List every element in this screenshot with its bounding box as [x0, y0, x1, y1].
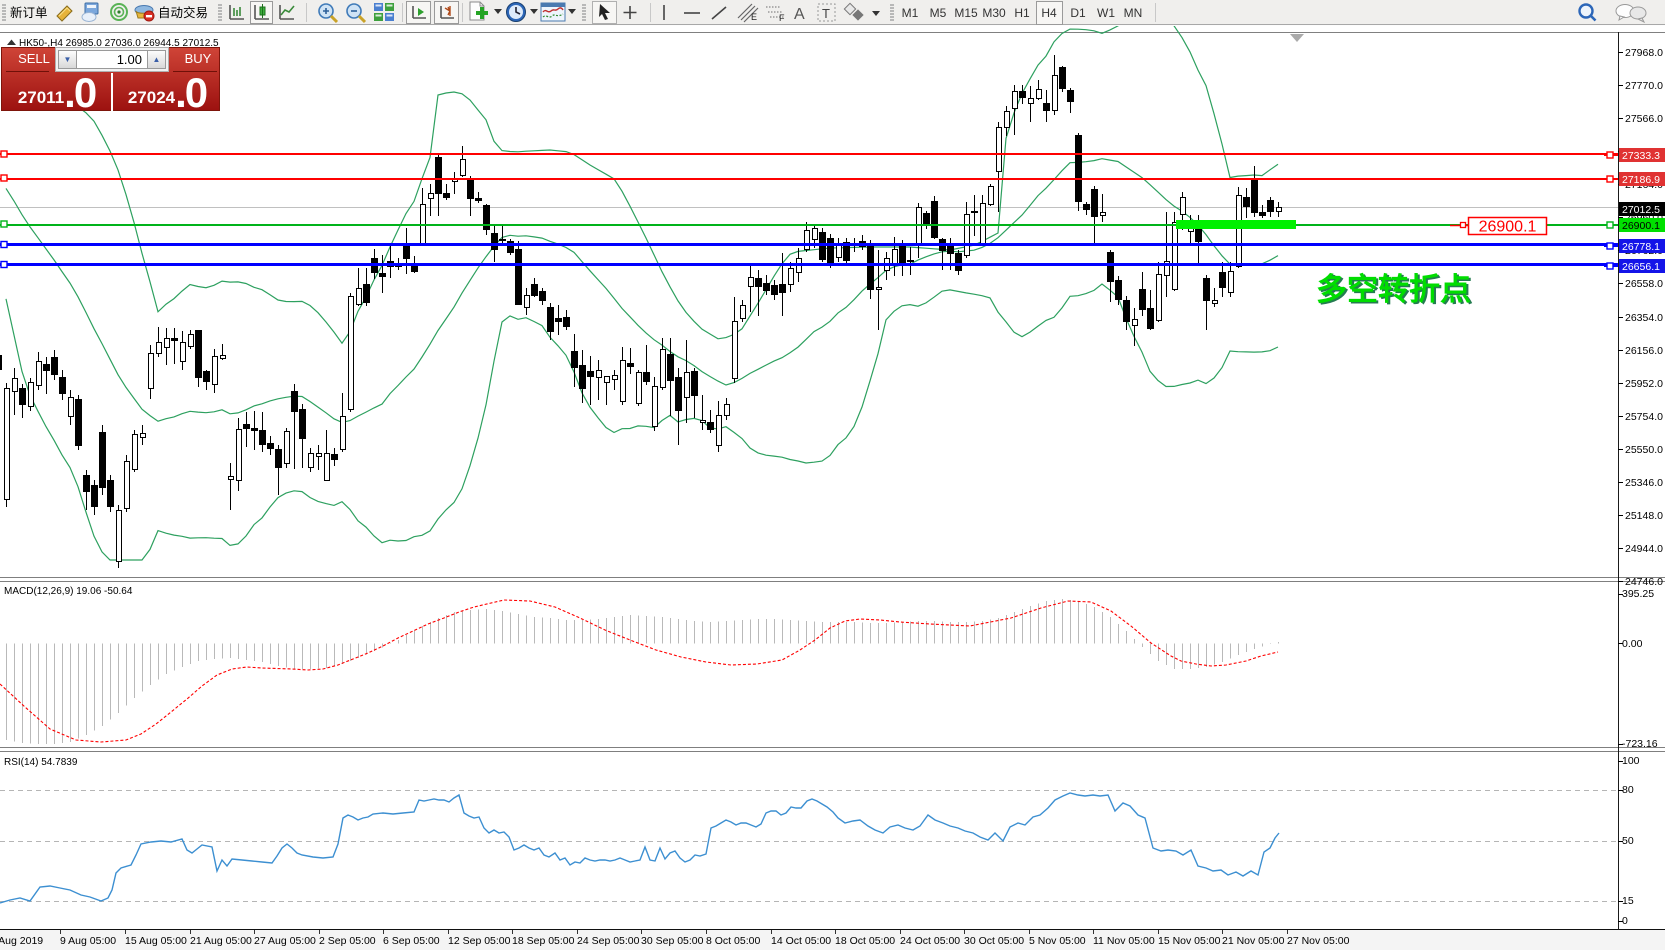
svg-text:26354.0: 26354.0 — [1625, 312, 1663, 324]
svg-text:15 Nov 05:00: 15 Nov 05:00 — [1158, 935, 1221, 947]
svg-text:395.25: 395.25 — [1622, 588, 1654, 600]
svg-text:24944.0: 24944.0 — [1625, 543, 1663, 555]
svg-text:14 Oct 05:00: 14 Oct 05:00 — [771, 935, 831, 947]
svg-text:21 Nov 05:00: 21 Nov 05:00 — [1222, 935, 1285, 947]
svg-text:5 Nov 05:00: 5 Nov 05:00 — [1029, 935, 1086, 947]
svg-text:27012.5: 27012.5 — [1622, 204, 1660, 216]
svg-text:18 Sep 05:00: 18 Sep 05:00 — [512, 935, 575, 947]
svg-text:24 Oct 05:00: 24 Oct 05:00 — [900, 935, 960, 947]
svg-text:27770.0: 27770.0 — [1625, 80, 1663, 92]
svg-text:15 Aug 05:00: 15 Aug 05:00 — [125, 935, 187, 947]
svg-text:M15: M15 — [954, 6, 978, 20]
svg-text:100: 100 — [1622, 755, 1640, 767]
svg-text:27186.9: 27186.9 — [1622, 174, 1660, 186]
svg-text:-723.16: -723.16 — [1622, 738, 1658, 750]
svg-text:9 Aug 05:00: 9 Aug 05:00 — [60, 935, 116, 947]
svg-text:0.00: 0.00 — [1622, 638, 1643, 650]
svg-text:多空转折点: 多空转折点 — [1318, 274, 1473, 309]
svg-text:H1: H1 — [1014, 6, 1030, 20]
svg-text:11 Nov 05:00: 11 Nov 05:00 — [1093, 935, 1155, 947]
svg-text:26778.1: 26778.1 — [1622, 241, 1660, 253]
svg-text:26900.1: 26900.1 — [1622, 220, 1660, 232]
svg-text:多空转折点: 多空转折点 — [1316, 272, 1471, 307]
svg-text:26156.0: 26156.0 — [1625, 345, 1663, 357]
svg-text:25148.0: 25148.0 — [1625, 510, 1663, 522]
svg-text:RSI(14) 54.7839: RSI(14) 54.7839 — [4, 757, 78, 768]
svg-text:8 Oct 05:00: 8 Oct 05:00 — [706, 935, 760, 947]
svg-text:25346.0: 25346.0 — [1625, 477, 1663, 489]
svg-text:25754.0: 25754.0 — [1625, 411, 1663, 423]
svg-text:26900.1: 26900.1 — [1479, 219, 1537, 236]
svg-text:27 Aug 05:00: 27 Aug 05:00 — [254, 935, 316, 947]
svg-text:6 Sep 05:00: 6 Sep 05:00 — [383, 935, 440, 947]
svg-text:A: A — [794, 6, 805, 23]
svg-text:25952.0: 25952.0 — [1625, 378, 1663, 390]
svg-text:80: 80 — [1622, 784, 1634, 796]
svg-text:M30: M30 — [982, 6, 1006, 20]
svg-text:T: T — [822, 6, 830, 21]
svg-text:F: F — [779, 13, 785, 23]
svg-text:W1: W1 — [1097, 6, 1115, 20]
svg-text:15: 15 — [1622, 895, 1634, 907]
svg-text:27333.3: 27333.3 — [1622, 150, 1660, 162]
svg-text:MN: MN — [1124, 6, 1143, 20]
svg-text:0: 0 — [1622, 915, 1628, 927]
svg-text:24746.0: 24746.0 — [1625, 576, 1663, 588]
svg-text:21 Aug 05:00: 21 Aug 05:00 — [190, 935, 252, 947]
svg-text:M5: M5 — [930, 6, 947, 20]
svg-text:D1: D1 — [1070, 6, 1086, 20]
svg-text:50: 50 — [1622, 835, 1634, 847]
svg-text:26558.0: 26558.0 — [1625, 278, 1663, 290]
svg-text:30 Oct 05:00: 30 Oct 05:00 — [964, 935, 1024, 947]
svg-text:27 Nov 05:00: 27 Nov 05:00 — [1287, 935, 1350, 947]
svg-text:MACD(12,26,9) 19.06 -50.64: MACD(12,26,9) 19.06 -50.64 — [4, 586, 133, 597]
svg-text:H4: H4 — [1041, 6, 1057, 20]
svg-text:18 Oct 05:00: 18 Oct 05:00 — [835, 935, 895, 947]
svg-text:27968.0: 27968.0 — [1625, 47, 1663, 59]
svg-text:25550.0: 25550.0 — [1625, 444, 1663, 456]
svg-text:27566.0: 27566.0 — [1625, 113, 1663, 125]
svg-text:M1: M1 — [902, 6, 919, 20]
svg-text:5 Aug 2019: 5 Aug 2019 — [0, 935, 43, 947]
svg-text:12 Sep 05:00: 12 Sep 05:00 — [448, 935, 511, 947]
svg-text:自动交易: 自动交易 — [158, 5, 208, 20]
svg-text:HK50-,H4 26985.0 27036.0 2694: HK50-,H4 26985.0 27036.0 26944.5 27012.5 — [19, 38, 219, 49]
svg-text:30 Sep 05:00: 30 Sep 05:00 — [641, 935, 704, 947]
svg-text:26656.1: 26656.1 — [1622, 261, 1660, 273]
svg-text:24 Sep 05:00: 24 Sep 05:00 — [577, 935, 640, 947]
svg-text:新订单: 新订单 — [10, 5, 48, 20]
svg-text:E: E — [751, 12, 757, 22]
svg-text:2 Sep 05:00: 2 Sep 05:00 — [319, 935, 376, 947]
